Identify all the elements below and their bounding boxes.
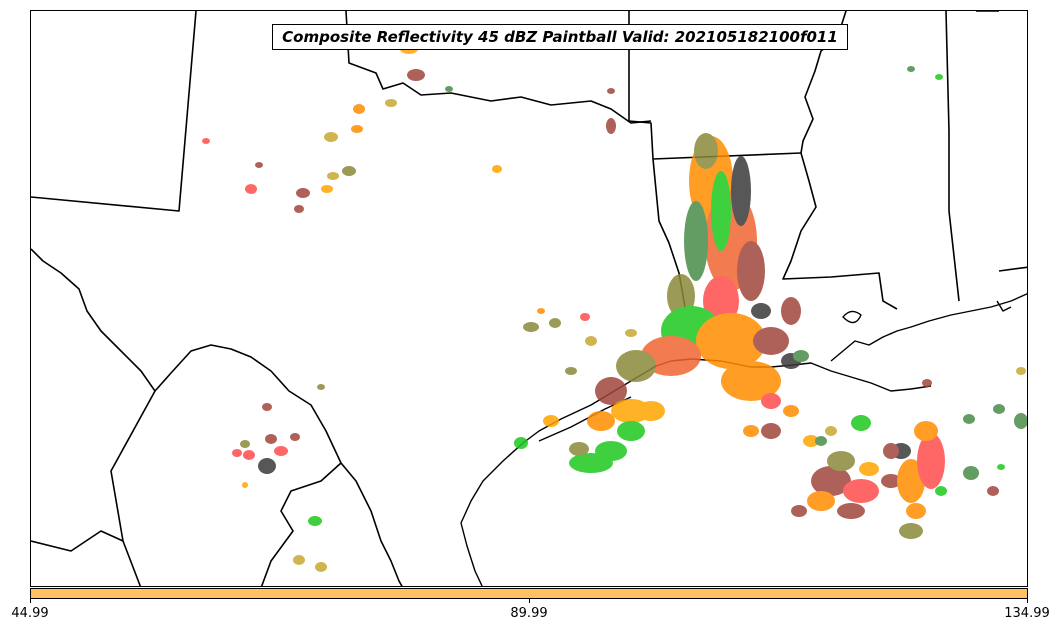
political-borders xyxy=(31,11,1027,586)
rio-grande xyxy=(31,248,403,586)
ok-tx-border xyxy=(345,11,652,124)
colorbar xyxy=(30,588,1028,599)
ms-al-border xyxy=(945,11,960,302)
colorbar-tick-3 xyxy=(1027,599,1028,603)
colorbar-tick-2 xyxy=(529,599,530,603)
colorbar-tick-1 xyxy=(30,599,31,603)
reflectivity-blobs xyxy=(202,44,1027,572)
mobile-bay xyxy=(996,300,1012,312)
mexico-state-line-1 xyxy=(31,390,156,552)
map-title: Composite Reflectivity 45 dBZ Paintball … xyxy=(272,24,848,50)
fl-panhandle xyxy=(998,266,1027,272)
colorbar-tick-label-1: 44.99 xyxy=(11,606,49,621)
map-panel: Composite Reflectivity 45 dBZ Paintball … xyxy=(30,10,1028,587)
louisiana-coast xyxy=(830,293,1027,362)
mississippi-river xyxy=(782,11,898,310)
mexico-state-line-3 xyxy=(122,540,142,586)
texas-coast xyxy=(460,358,932,586)
colorbar-tick-label-3: 134.99 xyxy=(1004,606,1050,621)
mexico-state-line-2 xyxy=(260,462,342,586)
ok-ar-border xyxy=(628,11,686,308)
lake-pontchartrain xyxy=(842,310,862,324)
colorbar-tick-label-2: 89.99 xyxy=(510,606,548,621)
nm-tx-border xyxy=(31,11,197,212)
reflectivity-map xyxy=(31,11,1027,586)
